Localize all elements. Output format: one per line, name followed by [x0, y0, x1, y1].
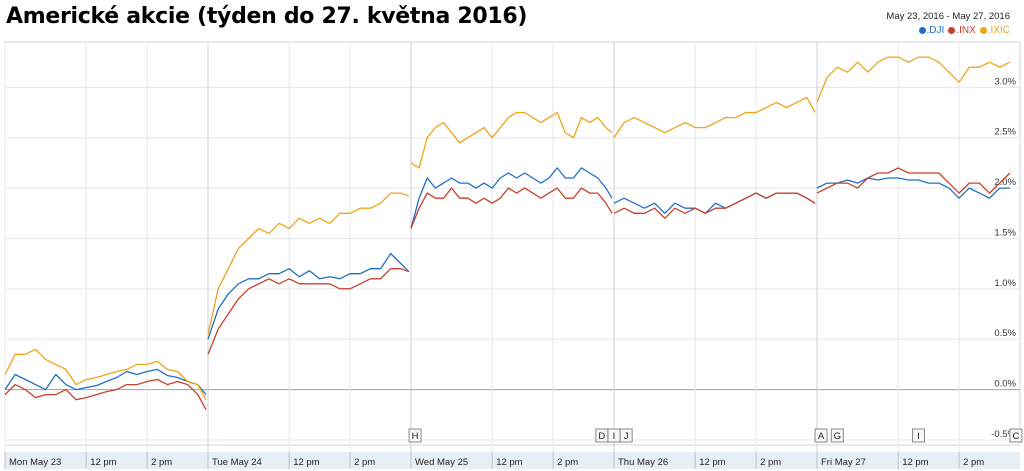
series-line-inx: [207, 268, 410, 355]
x-tick-label: 12 pm: [496, 457, 522, 468]
event-flag[interactable]: J: [619, 428, 633, 443]
x-tick-label: 2 pm: [557, 457, 578, 468]
y-tick-label: 3.0%: [994, 76, 1016, 87]
x-tick-label: 2 pm: [354, 457, 375, 468]
y-tick-label: 2.5%: [994, 127, 1016, 138]
legend-swatch-inx: [948, 27, 956, 34]
event-flag[interactable]: G: [830, 428, 844, 443]
series-line-ixic: [207, 192, 410, 335]
x-tick-label: 2 pm: [760, 457, 781, 468]
y-tick-label: 0.5%: [994, 328, 1016, 339]
plot-area: [4, 41, 1021, 446]
series-line-ixic: [410, 111, 613, 169]
event-flag-label: H: [412, 431, 419, 442]
x-tick-label: Tue May 24: [212, 457, 262, 468]
y-tick-label: 0.0%: [994, 379, 1016, 390]
x-tick-label: 12 pm: [902, 457, 928, 468]
page-title: Americké akcie (týden do 27. května 2016…: [6, 4, 528, 29]
series-line-dji: [4, 368, 207, 396]
legend-label-ixic: .IXIC: [987, 25, 1010, 36]
x-tick-label: 2 pm: [963, 457, 984, 468]
x-tick-label: 12 pm: [90, 457, 116, 468]
legend-item-dji[interactable]: .DJI: [918, 25, 945, 36]
x-tick-label: Mon May 23: [9, 457, 61, 468]
event-flag-box: [1009, 428, 1023, 443]
series-line-inx: [613, 192, 816, 219]
x-axis-band: [5, 452, 1020, 469]
event-flag-box: [619, 428, 633, 443]
series-line-inx: [410, 187, 613, 229]
date-range: May 23, 2016 - May 27, 2016: [886, 11, 1010, 22]
event-flag-box: [912, 428, 925, 443]
y-tick-label: 1.0%: [994, 278, 1016, 289]
series-line-dji: [207, 252, 410, 340]
x-tick-label: Thu May 26: [618, 457, 668, 468]
series-line-dji: [410, 167, 613, 229]
y-tick-label: 2.0%: [994, 177, 1016, 188]
y-tick-label: -0.5%: [991, 429, 1016, 440]
event-flag[interactable]: A: [814, 428, 828, 443]
event-flag-box: [408, 428, 422, 443]
event-flag[interactable]: I: [607, 428, 621, 443]
x-tick-label: 12 pm: [293, 457, 319, 468]
legend-label-dji: .DJI: [926, 25, 945, 36]
event-flag-label: I: [917, 431, 920, 442]
chart-legend: .DJI .INX .IXIC: [918, 25, 1010, 36]
series-line-inx: [816, 167, 1011, 194]
x-tick-label: 2 pm: [151, 457, 172, 468]
event-flag-label: A: [818, 431, 825, 442]
x-tick-label: Wed May 25: [415, 457, 468, 468]
series-line-inx: [4, 378, 207, 411]
x-tick-label: Fri May 27: [821, 457, 866, 468]
event-flag[interactable]: C: [1009, 428, 1023, 443]
event-flag-label: I: [613, 431, 616, 442]
series-line-ixic: [816, 56, 1011, 103]
series-line-dji: [816, 177, 1010, 199]
event-flag-box: [830, 428, 844, 443]
series-line-ixic: [613, 96, 816, 139]
event-flag[interactable]: I: [912, 428, 925, 443]
legend-item-ixic[interactable]: .IXIC: [979, 25, 1010, 36]
legend-swatch-dji: [918, 27, 926, 34]
event-flag[interactable]: H: [408, 428, 422, 443]
event-flag[interactable]: D: [595, 428, 609, 443]
y-tick-label: 1.5%: [994, 227, 1016, 238]
event-flag-label: D: [598, 431, 605, 442]
event-flag-label: J: [624, 431, 629, 442]
legend-swatch-ixic: [979, 27, 987, 34]
event-flag-label: G: [834, 431, 841, 442]
legend-label-inx: .INX: [956, 25, 976, 36]
event-flag-box: [814, 428, 828, 443]
legend-item-inx[interactable]: .INX: [948, 25, 976, 36]
x-tick-label: 12 pm: [699, 457, 725, 468]
series-line-ixic: [4, 348, 207, 401]
event-flag-label: C: [1013, 431, 1020, 442]
